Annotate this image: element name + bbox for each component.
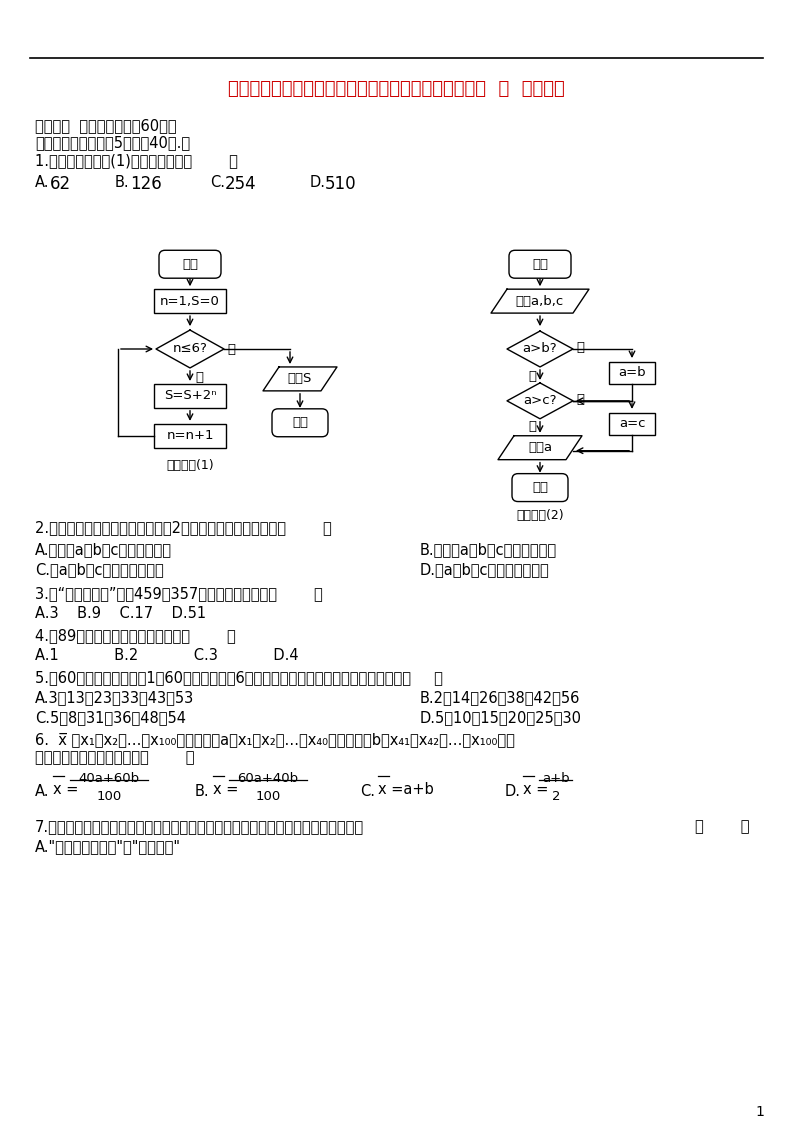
Text: B.: B. — [195, 784, 209, 799]
Text: 4.抂89化成五进制数的末位数字为（        ）: 4.抂89化成五进制数的末位数字为（ ） — [35, 628, 236, 643]
Bar — [154, 424, 226, 448]
Text: 程序框图(1): 程序框图(1) — [167, 459, 214, 471]
Text: 1: 1 — [756, 1105, 764, 1119]
Text: 6.  x̅ 是x₁，x₂，…，x₁₀₀的平均数，a是x₁，x₂，…，x₄₀的平均数，b是x₄₁，x₄₂，…，x₁₀₀的平: 6. x̅ 是x₁，x₂，…，x₁₀₀的平均数，a是x₁，x₂，…，x₄₀的平均… — [35, 732, 515, 747]
Text: C.5，8，31，36，48，54: C.5，8，31，36，48，54 — [35, 710, 186, 725]
Text: n=n+1: n=n+1 — [167, 430, 214, 442]
Text: 126: 126 — [130, 175, 162, 193]
Text: 输出a: 输出a — [528, 441, 552, 454]
Text: x =: x = — [53, 782, 79, 797]
Text: 100: 100 — [255, 790, 281, 802]
FancyBboxPatch shape — [509, 250, 571, 278]
Text: x =: x = — [213, 782, 239, 797]
Text: 是: 是 — [195, 371, 203, 384]
Text: a>b?: a>b? — [523, 342, 557, 356]
Text: A.3    B.9    C.17    D.51: A.3 B.9 C.17 D.51 — [35, 606, 206, 622]
Bar — [609, 413, 655, 434]
Text: （        ）: （ ） — [695, 820, 749, 835]
Text: 60a+40b: 60a+40b — [237, 772, 298, 784]
Text: D.: D. — [505, 784, 521, 799]
Text: a=b: a=b — [619, 367, 646, 379]
Bar — [154, 289, 226, 313]
Text: 510: 510 — [325, 175, 357, 193]
Text: 均数，则下列各式正确的是（        ）: 均数，则下列各式正确的是（ ） — [35, 749, 194, 765]
Text: C.将a，b，c按从小到大排列: C.将a，b，c按从小到大排列 — [35, 562, 163, 578]
Text: 7.从装有两个红球和两个黑球的口袋里任取两个球，那么互斥而不对立的两个事件是: 7.从装有两个红球和两个黑球的口袋里任取两个球，那么互斥而不对立的两个事件是 — [35, 820, 364, 835]
Text: B.求输出a，b，c三数的最小数: B.求输出a，b，c三数的最小数 — [420, 542, 557, 558]
Text: a+b: a+b — [542, 772, 570, 784]
Text: 100: 100 — [97, 790, 121, 802]
Text: 否: 否 — [528, 420, 536, 433]
FancyBboxPatch shape — [512, 473, 568, 502]
Text: A.求输出a，b，c三数的最大数: A.求输出a，b，c三数的最大数 — [35, 542, 172, 558]
Text: n≤6?: n≤6? — [173, 342, 208, 356]
Text: 结束: 结束 — [532, 481, 548, 494]
Text: A.: A. — [35, 175, 49, 191]
Text: 62: 62 — [50, 175, 71, 193]
Text: 2: 2 — [552, 790, 560, 802]
Text: 是: 是 — [576, 393, 584, 406]
Text: C.: C. — [360, 784, 375, 799]
Text: C.: C. — [210, 175, 225, 191]
Text: D.: D. — [310, 175, 326, 191]
Text: A.3，13，23，33，43，53: A.3，13，23，33，43，53 — [35, 690, 194, 705]
Text: 输出S: 输出S — [288, 373, 312, 386]
Text: 开始: 开始 — [182, 258, 198, 270]
Text: 2.给出以上一个算法的程序框图（2），该程序框图的功能是（        ）: 2.给出以上一个算法的程序框图（2），该程序框图的功能是（ ） — [35, 521, 331, 535]
Text: D.5，10，15，20，25，30: D.5，10，15，20，25，30 — [420, 710, 582, 725]
Text: B.2，14，26，38，42，56: B.2，14，26，38，42，56 — [420, 690, 580, 705]
Text: n=1,S=0: n=1,S=0 — [160, 295, 220, 307]
Text: a=c: a=c — [619, 417, 646, 430]
Text: 否: 否 — [227, 343, 235, 356]
Text: B.: B. — [115, 175, 129, 191]
Text: 40a+60b: 40a+60b — [79, 772, 140, 784]
Text: a>c?: a>c? — [523, 394, 557, 407]
Text: 第一部分  水平测试（满刀60分）: 第一部分 水平测试（满刀60分） — [35, 118, 177, 132]
Text: 5.有60瓶矿泉水，编号为1至60，若从中抜取6瓶检验，则用系统抜样确定所抜的编号为（     ）: 5.有60瓶矿泉水，编号为1至60，若从中抜取6瓶检验，则用系统抜样确定所抜的编… — [35, 670, 442, 686]
Text: 湖南省湘潭市凤凰中学高一数学下学期第一次月考试题  理  新人教版: 湖南省湘潭市凤凰中学高一数学下学期第一次月考试题 理 新人教版 — [228, 80, 565, 98]
Bar — [154, 384, 226, 407]
Text: 是: 是 — [576, 341, 584, 355]
Text: 1.下面的程序框图(1)输出的数值为（        ）: 1.下面的程序框图(1)输出的数值为（ ） — [35, 154, 238, 168]
Text: A."至少有一个黑球"与"都是黑球": A."至少有一个黑球"与"都是黑球" — [35, 839, 181, 855]
Text: x =a+b: x =a+b — [378, 782, 434, 797]
Text: 否: 否 — [528, 370, 536, 383]
Text: D.将a，b，c按从大到小排列: D.将a，b，c按从大到小排列 — [420, 562, 550, 578]
Text: A.1            B.2            C.3            D.4: A.1 B.2 C.3 D.4 — [35, 649, 299, 663]
Text: 开始: 开始 — [532, 258, 548, 270]
Text: 结束: 结束 — [292, 416, 308, 430]
Text: 输入a,b,c: 输入a,b,c — [516, 295, 564, 307]
Text: A.: A. — [35, 784, 49, 799]
Text: S=S+2ⁿ: S=S+2ⁿ — [163, 389, 216, 403]
FancyBboxPatch shape — [159, 250, 221, 278]
FancyBboxPatch shape — [272, 408, 328, 436]
Bar — [609, 362, 655, 384]
Text: 程序框图(2): 程序框图(2) — [516, 508, 564, 522]
Text: 一、选择题（每小题5分，全40分.）: 一、选择题（每小题5分，全40分.） — [35, 136, 190, 150]
Text: 254: 254 — [225, 175, 257, 193]
Text: x =: x = — [523, 782, 549, 797]
Text: 3.用“诨转相除法”求得459和357的最大公约数是：（        ）: 3.用“诨转相除法”求得459和357的最大公约数是：（ ） — [35, 587, 323, 601]
